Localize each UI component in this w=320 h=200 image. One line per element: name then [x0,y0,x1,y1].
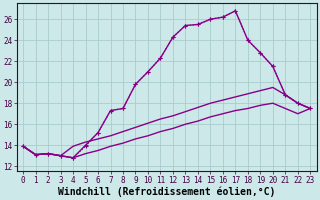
X-axis label: Windchill (Refroidissement éolien,°C): Windchill (Refroidissement éolien,°C) [58,186,276,197]
